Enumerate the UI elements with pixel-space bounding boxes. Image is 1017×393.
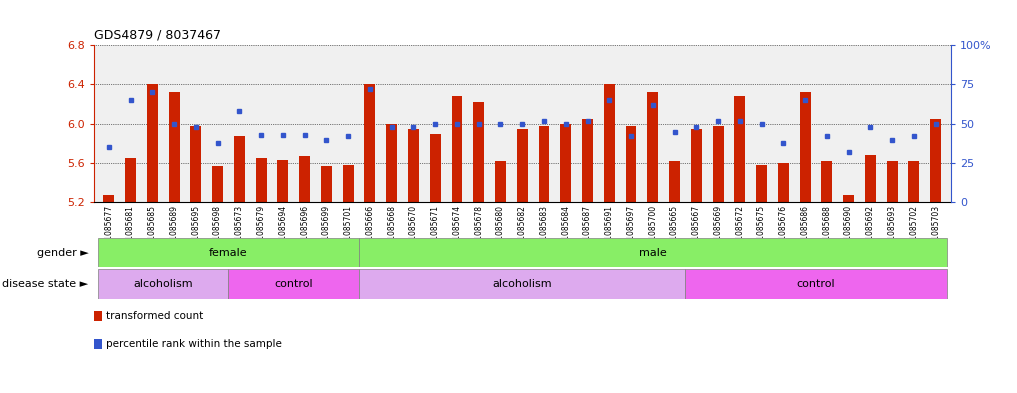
Bar xyxy=(473,102,484,202)
Text: transformed count: transformed count xyxy=(106,311,203,321)
Bar xyxy=(169,92,180,202)
Bar xyxy=(648,92,658,202)
Bar xyxy=(799,92,811,202)
Bar xyxy=(778,163,789,202)
Bar xyxy=(229,269,359,299)
Bar xyxy=(539,126,549,202)
Bar xyxy=(321,166,332,202)
Text: control: control xyxy=(275,279,313,289)
Bar xyxy=(843,195,854,202)
Bar xyxy=(604,84,614,202)
Bar xyxy=(359,238,947,267)
Bar xyxy=(908,161,919,202)
Text: GDS4879 / 8037467: GDS4879 / 8037467 xyxy=(94,28,221,41)
Bar xyxy=(560,124,572,202)
Bar xyxy=(517,129,528,202)
Bar xyxy=(255,158,266,202)
Bar xyxy=(125,158,136,202)
Bar xyxy=(343,165,354,202)
Bar xyxy=(278,160,288,202)
Bar xyxy=(213,166,223,202)
Bar xyxy=(757,165,767,202)
Text: disease state ►: disease state ► xyxy=(2,279,88,289)
Bar xyxy=(822,161,832,202)
Bar xyxy=(408,129,419,202)
Bar xyxy=(359,269,685,299)
Bar xyxy=(582,119,593,202)
Bar xyxy=(495,161,505,202)
Bar xyxy=(625,126,637,202)
Bar xyxy=(104,195,114,202)
Bar xyxy=(691,129,702,202)
Bar xyxy=(931,119,941,202)
Bar xyxy=(190,126,201,202)
Text: alcoholism: alcoholism xyxy=(133,279,193,289)
Bar xyxy=(734,96,745,202)
Bar xyxy=(364,84,375,202)
Bar xyxy=(146,84,158,202)
Text: percentile rank within the sample: percentile rank within the sample xyxy=(106,339,282,349)
Bar xyxy=(234,136,245,202)
Bar xyxy=(685,269,947,299)
Text: control: control xyxy=(796,279,835,289)
Bar xyxy=(887,161,898,202)
Text: male: male xyxy=(639,248,667,257)
Bar xyxy=(669,161,680,202)
Text: female: female xyxy=(210,248,248,257)
Bar xyxy=(452,96,463,202)
Bar xyxy=(98,269,229,299)
Text: alcoholism: alcoholism xyxy=(492,279,552,289)
Bar xyxy=(864,155,876,202)
Bar xyxy=(430,134,440,202)
Bar xyxy=(713,126,723,202)
Text: gender ►: gender ► xyxy=(37,248,88,257)
Bar xyxy=(386,124,397,202)
Bar xyxy=(98,238,359,267)
Bar xyxy=(299,156,310,202)
